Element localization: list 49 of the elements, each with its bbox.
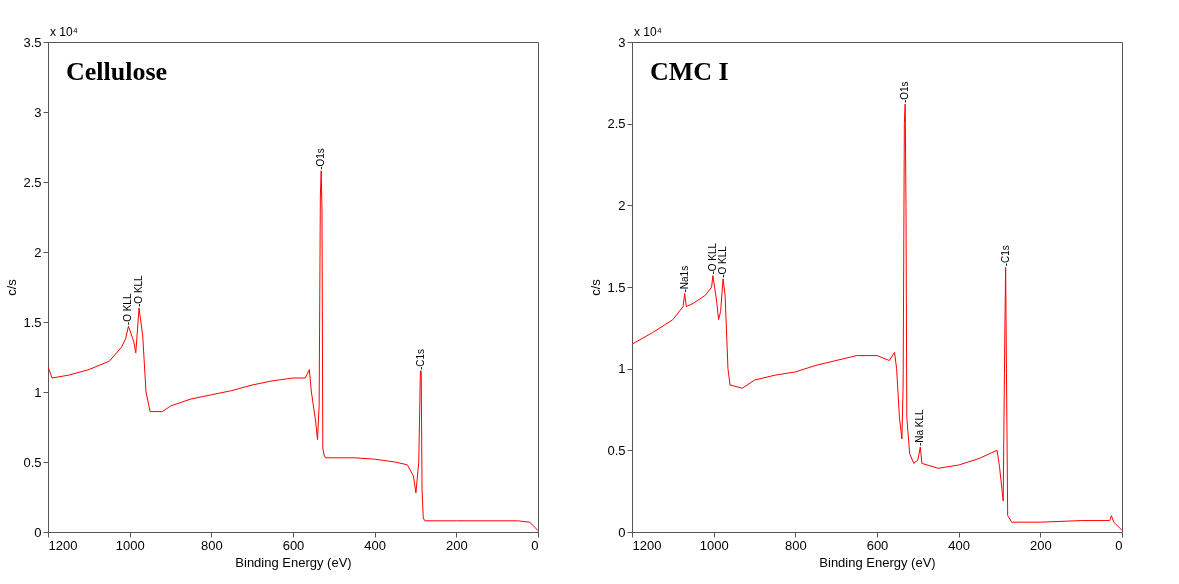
y-tick-label: 2 <box>34 244 42 260</box>
x-tick-label: 1000 <box>699 537 729 553</box>
line-series <box>632 103 1122 531</box>
y-tick-label: 2.5 <box>23 174 42 190</box>
annotation: -O KLL <box>706 242 718 275</box>
annotation: -C1s <box>999 245 1011 267</box>
annotation: -O KLL <box>122 293 134 326</box>
x-tick-label: 200 <box>445 537 468 553</box>
y-tick-label: 3 <box>34 104 42 120</box>
x-tick-label: 200 <box>1029 537 1052 553</box>
y-tick-label: 0 <box>34 524 42 540</box>
x-tick-label: 600 <box>866 537 889 553</box>
x-tick-label: 0 <box>531 537 539 553</box>
x-tick-label: 600 <box>282 537 305 553</box>
y-tick-label: 3 <box>618 34 626 50</box>
annotation: -O KLL <box>717 245 729 278</box>
text: CMC I <box>650 57 729 86</box>
y-tick-label: 1 <box>618 361 626 377</box>
y-tick-label: 3.5 <box>23 34 42 50</box>
annotation: -O1s <box>315 148 327 170</box>
text: Cellulose <box>66 57 168 86</box>
y-tick-label: 1.5 <box>23 314 42 330</box>
x-axis-title: Binding Energy (eV) <box>235 554 352 570</box>
y-axis-title: c/s <box>588 278 604 296</box>
x-tick-label: 1200 <box>48 537 78 553</box>
text: x 10⁴ <box>50 25 78 39</box>
annotation: -O1s <box>899 81 911 104</box>
x-tick-label: 400 <box>364 537 387 553</box>
y-tick-label: 1.5 <box>607 279 626 295</box>
text: x 10⁴ <box>634 25 662 39</box>
line-series <box>48 170 538 532</box>
annotation: -Na1s <box>678 265 690 293</box>
x-tick-label: 800 <box>784 537 807 553</box>
x-axis-title: Binding Energy (eV) <box>819 554 936 570</box>
y-axis-title: c/s <box>4 278 20 296</box>
y-tick-label: 1 <box>34 384 42 400</box>
y-tick-label: 0.5 <box>607 442 626 458</box>
x-tick-label: 0 <box>1115 537 1123 553</box>
y-tick-label: 0.5 <box>23 454 42 470</box>
y-tick-label: 0 <box>618 524 626 540</box>
annotation: -C1s <box>415 348 427 370</box>
y-tick-label: 2.5 <box>607 116 626 132</box>
x-tick-label: 1200 <box>632 537 662 553</box>
x-tick-label: 800 <box>200 537 223 553</box>
annotation: -Na KLL <box>914 408 926 447</box>
x-tick-label: 400 <box>948 537 971 553</box>
x-tick-label: 1000 <box>115 537 145 553</box>
y-tick-label: 2 <box>618 197 626 213</box>
annotation: -O KLL <box>133 274 145 307</box>
